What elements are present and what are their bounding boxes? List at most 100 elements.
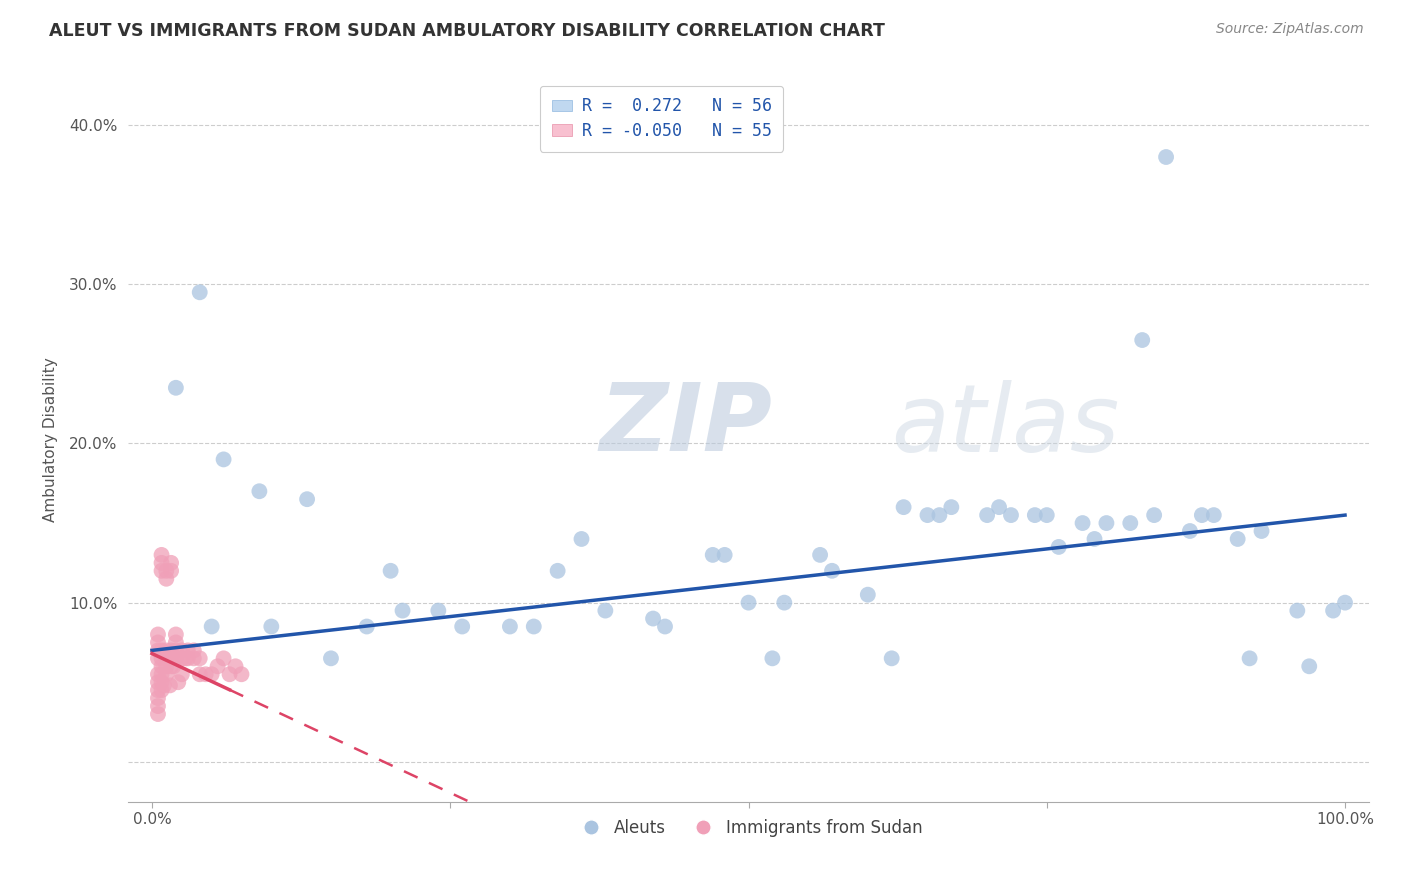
Point: [165, 643, 187, 657]
Point: [188, 651, 211, 665]
Point: [150, 564, 173, 578]
Point: [988, 500, 1011, 515]
Point: [160, 659, 183, 673]
Point: [155, 572, 177, 586]
Point: [155, 651, 177, 665]
Point: [160, 643, 183, 657]
Point: [880, 651, 903, 665]
Text: ZIP: ZIP: [599, 379, 772, 471]
Point: [150, 675, 173, 690]
Point: [654, 619, 676, 633]
Point: [150, 548, 173, 562]
Point: [1095, 516, 1118, 530]
Point: [155, 643, 177, 657]
Point: [595, 604, 617, 618]
Point: [212, 651, 235, 665]
Point: [1226, 532, 1249, 546]
Point: [160, 564, 183, 578]
Point: [153, 678, 176, 692]
Point: [1024, 508, 1046, 522]
Point: [702, 548, 724, 562]
Point: [225, 659, 247, 673]
Point: [183, 651, 205, 665]
Point: [183, 643, 205, 657]
Point: [201, 667, 224, 681]
Point: [941, 500, 963, 515]
Point: [165, 627, 187, 641]
Point: [146, 635, 169, 649]
Point: [1071, 516, 1094, 530]
Point: [155, 667, 177, 681]
Point: [170, 643, 193, 657]
Point: [212, 452, 235, 467]
Point: [155, 564, 177, 578]
Point: [1322, 604, 1344, 618]
Point: [1119, 516, 1142, 530]
Point: [499, 619, 522, 633]
Point: [821, 564, 844, 578]
Point: [177, 643, 200, 657]
Point: [737, 596, 759, 610]
Point: [1202, 508, 1225, 522]
Point: [194, 667, 217, 681]
Y-axis label: Ambulatory Disability: Ambulatory Disability: [44, 357, 58, 522]
Point: [170, 667, 193, 681]
Point: [1036, 508, 1059, 522]
Point: [160, 651, 183, 665]
Point: [170, 651, 193, 665]
Point: [150, 667, 173, 681]
Point: [295, 492, 318, 507]
Point: [976, 508, 998, 522]
Point: [177, 651, 200, 665]
Point: [1286, 604, 1309, 618]
Point: [1178, 524, 1201, 538]
Point: [146, 675, 169, 690]
Point: [641, 611, 664, 625]
Point: [165, 635, 187, 649]
Point: [1000, 508, 1022, 522]
Point: [773, 596, 796, 610]
Point: [165, 381, 187, 395]
Point: [146, 683, 169, 698]
Point: [1334, 596, 1357, 610]
Point: [165, 651, 187, 665]
Point: [207, 659, 229, 673]
Point: [167, 675, 190, 690]
Point: [319, 651, 342, 665]
Point: [1154, 150, 1177, 164]
Point: [146, 691, 169, 706]
Text: Source: ZipAtlas.com: Source: ZipAtlas.com: [1216, 22, 1364, 37]
Point: [146, 667, 169, 681]
Text: atlas: atlas: [891, 379, 1119, 470]
Point: [150, 643, 173, 657]
Point: [893, 500, 915, 515]
Point: [451, 619, 474, 633]
Point: [150, 683, 173, 698]
Point: [162, 659, 184, 673]
Point: [1298, 659, 1320, 673]
Point: [150, 651, 173, 665]
Point: [146, 651, 169, 665]
Point: [146, 699, 169, 714]
Point: [761, 651, 783, 665]
Point: [150, 659, 173, 673]
Point: [146, 706, 169, 721]
Point: [1143, 508, 1166, 522]
Point: [188, 667, 211, 681]
Point: [380, 564, 402, 578]
Legend: Aleuts, Immigrants from Sudan: Aleuts, Immigrants from Sudan: [568, 813, 929, 844]
Point: [247, 484, 270, 499]
Point: [523, 619, 546, 633]
Point: [808, 548, 831, 562]
Point: [713, 548, 735, 562]
Point: [427, 604, 450, 618]
Point: [146, 627, 169, 641]
Point: [571, 532, 593, 546]
Point: [917, 508, 939, 522]
Point: [1250, 524, 1272, 538]
Point: [146, 643, 169, 657]
Point: [1047, 540, 1070, 554]
Point: [160, 556, 183, 570]
Point: [1083, 532, 1105, 546]
Point: [174, 651, 197, 665]
